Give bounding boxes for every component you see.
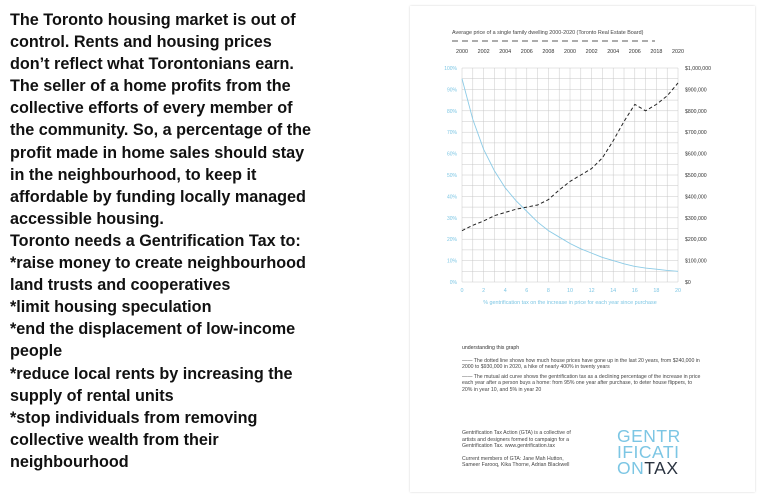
gentrification-tax-poster: Average price of a single family dwellin… bbox=[410, 6, 755, 492]
price-tick-label: $400,000 bbox=[685, 194, 707, 200]
logo-on: ON bbox=[617, 458, 645, 478]
statement-line: collective wealth from their bbox=[10, 430, 219, 449]
percent-tick-label: 70% bbox=[447, 130, 458, 136]
price-tick-label: $800,000 bbox=[685, 109, 707, 115]
statement-line: The Toronto housing market is out of bbox=[10, 11, 296, 29]
year-tick-label: 2008 bbox=[542, 49, 554, 55]
percent-tick-label: 20% bbox=[447, 237, 458, 243]
years-since-purchase-tick-label: 0 bbox=[461, 288, 464, 294]
chart-grid bbox=[461, 67, 679, 283]
statement-line: accessible housing. bbox=[10, 209, 164, 228]
statement-line: collective efforts of every member of bbox=[10, 99, 293, 118]
logo-line-2: IFICATI bbox=[617, 442, 680, 462]
years-since-purchase-tick-label: 10 bbox=[567, 288, 573, 294]
curve-explanation: —— The mutual aid curve shows the gentri… bbox=[462, 373, 701, 393]
org-description: Gentrification Tax Action (GTA) is a col… bbox=[462, 430, 571, 449]
years-since-purchase-tick-label: 4 bbox=[504, 288, 507, 294]
statement-line: land trusts and cooperatives bbox=[10, 276, 231, 295]
percent-tick-label: 30% bbox=[447, 216, 458, 222]
price-tick-label: $200,000 bbox=[685, 237, 707, 243]
percent-tick-label: 40% bbox=[447, 194, 458, 200]
price-tick-label: $0 bbox=[685, 280, 691, 286]
price-and-tax-chart: Average price of a single family dwellin… bbox=[444, 30, 711, 306]
year-tick-label: 2004 bbox=[499, 49, 511, 55]
price-tick-label: $700,000 bbox=[685, 130, 707, 136]
statement-line: the community. So, a percentage of the bbox=[10, 121, 312, 140]
year-tick-label: 2002 bbox=[478, 49, 490, 55]
members-list: Current members of GTA: Jane Mah Hutton,… bbox=[462, 455, 570, 469]
statement-line: *limit housing speculation bbox=[10, 298, 212, 317]
years-since-purchase-tick-label: 14 bbox=[610, 288, 616, 294]
price-tick-label: $1,000,000 bbox=[685, 66, 711, 72]
statement-line: *raise money to create neighbourhood bbox=[10, 254, 306, 273]
statement-line: supply of rental units bbox=[10, 386, 174, 405]
about-gta: Gentrification Tax Action (GTA) is a col… bbox=[462, 430, 582, 475]
years-since-purchase-tick-label: 16 bbox=[632, 288, 638, 294]
statement-line: affordable by funding locally managed bbox=[10, 187, 306, 206]
percent-tick-label: 50% bbox=[447, 173, 458, 179]
year-tick-label: 2020 bbox=[672, 49, 684, 55]
statement-line: *end the displacement of low-income bbox=[10, 320, 296, 339]
statement-line: The seller of a home profits from the bbox=[10, 77, 291, 96]
statement-line: in the neighbourhood, to keep it bbox=[10, 165, 257, 184]
price-tick-label: $100,000 bbox=[685, 259, 707, 265]
statement-line: *reduce local rents by increasing the bbox=[10, 364, 293, 383]
logo-tax: TAX bbox=[644, 458, 679, 478]
price-tick-label: $500,000 bbox=[685, 173, 707, 179]
year-tick-label: 2004 bbox=[607, 49, 619, 55]
year-tick-label: 2000 bbox=[456, 49, 468, 55]
years-since-purchase-tick-label: 6 bbox=[525, 288, 528, 294]
statement-line: people bbox=[10, 342, 63, 361]
statement-line: profit made in home sales should stay bbox=[10, 143, 305, 162]
years-since-purchase-axis: 0 2 4 6 8 10 12 14 16 18 20 bbox=[461, 288, 682, 294]
logo-line-3: ONTAX bbox=[617, 458, 697, 478]
chart-series bbox=[461, 78, 679, 272]
year-tick-label: 2002 bbox=[586, 49, 598, 55]
house-price-dashed-line bbox=[461, 82, 679, 232]
years-since-purchase-tick-label: 18 bbox=[653, 288, 659, 294]
percent-tick-label: 0% bbox=[450, 280, 458, 286]
gentrification-tax-curve bbox=[461, 78, 679, 272]
campaign-statement: The Toronto housing market is out of cont… bbox=[10, 9, 390, 473]
explanation-heading: understanding this graph bbox=[462, 345, 520, 351]
percent-tick-label: 10% bbox=[447, 259, 458, 265]
statement-line: control. Rents and housing prices bbox=[10, 33, 272, 52]
x-axis-label: % gentrification tax on the increase in … bbox=[483, 300, 657, 306]
percent-tick-label: 80% bbox=[447, 109, 458, 115]
gentrification-tax-logo: GENTR IFICATI ONTAX bbox=[617, 426, 697, 478]
chart-title: Average price of a single family dwellin… bbox=[452, 30, 644, 36]
year-tick-label: 2018 bbox=[650, 49, 662, 55]
percent-tick-label: 100% bbox=[444, 66, 457, 72]
year-tick-label: 2000 bbox=[564, 49, 576, 55]
year-axis: 2000 2002 2004 2006 2008 2000 2002 2004 2006 2018… bbox=[456, 49, 684, 55]
logo-line-1: GENTR bbox=[617, 426, 681, 446]
percent-tick-label: 90% bbox=[447, 87, 458, 93]
dashed-line-explanation: —— The dotted line shows how much house … bbox=[462, 357, 700, 371]
price-axis: $0 $100,000 $200,000 $300,000 $400,000 $500,0… bbox=[685, 66, 711, 286]
graph-explanation: understanding this graph —— The dotted l… bbox=[462, 345, 702, 396]
statement-line: Toronto needs a Gentrification Tax to: bbox=[10, 231, 301, 250]
price-tick-label: $300,000 bbox=[685, 216, 707, 222]
percent-axis: 0% 10% 20% 30% 40% 50% 60% 70% 80% 90% 100% bbox=[444, 66, 457, 286]
percent-tick-label: 60% bbox=[447, 152, 458, 158]
years-since-purchase-tick-label: 8 bbox=[547, 288, 550, 294]
years-since-purchase-tick-label: 12 bbox=[589, 288, 595, 294]
price-tick-label: $900,000 bbox=[685, 87, 707, 93]
year-tick-label: 2006 bbox=[521, 49, 533, 55]
year-tick-label: 2006 bbox=[629, 49, 641, 55]
price-tick-label: $600,000 bbox=[685, 152, 707, 158]
statement-line: don’t reflect what Torontonians earn. bbox=[10, 55, 294, 74]
statement-line: *stop individuals from removing bbox=[10, 408, 258, 427]
statement-line: neighbourhood bbox=[10, 452, 129, 471]
years-since-purchase-tick-label: 20 bbox=[675, 288, 681, 294]
years-since-purchase-tick-label: 2 bbox=[482, 288, 485, 294]
